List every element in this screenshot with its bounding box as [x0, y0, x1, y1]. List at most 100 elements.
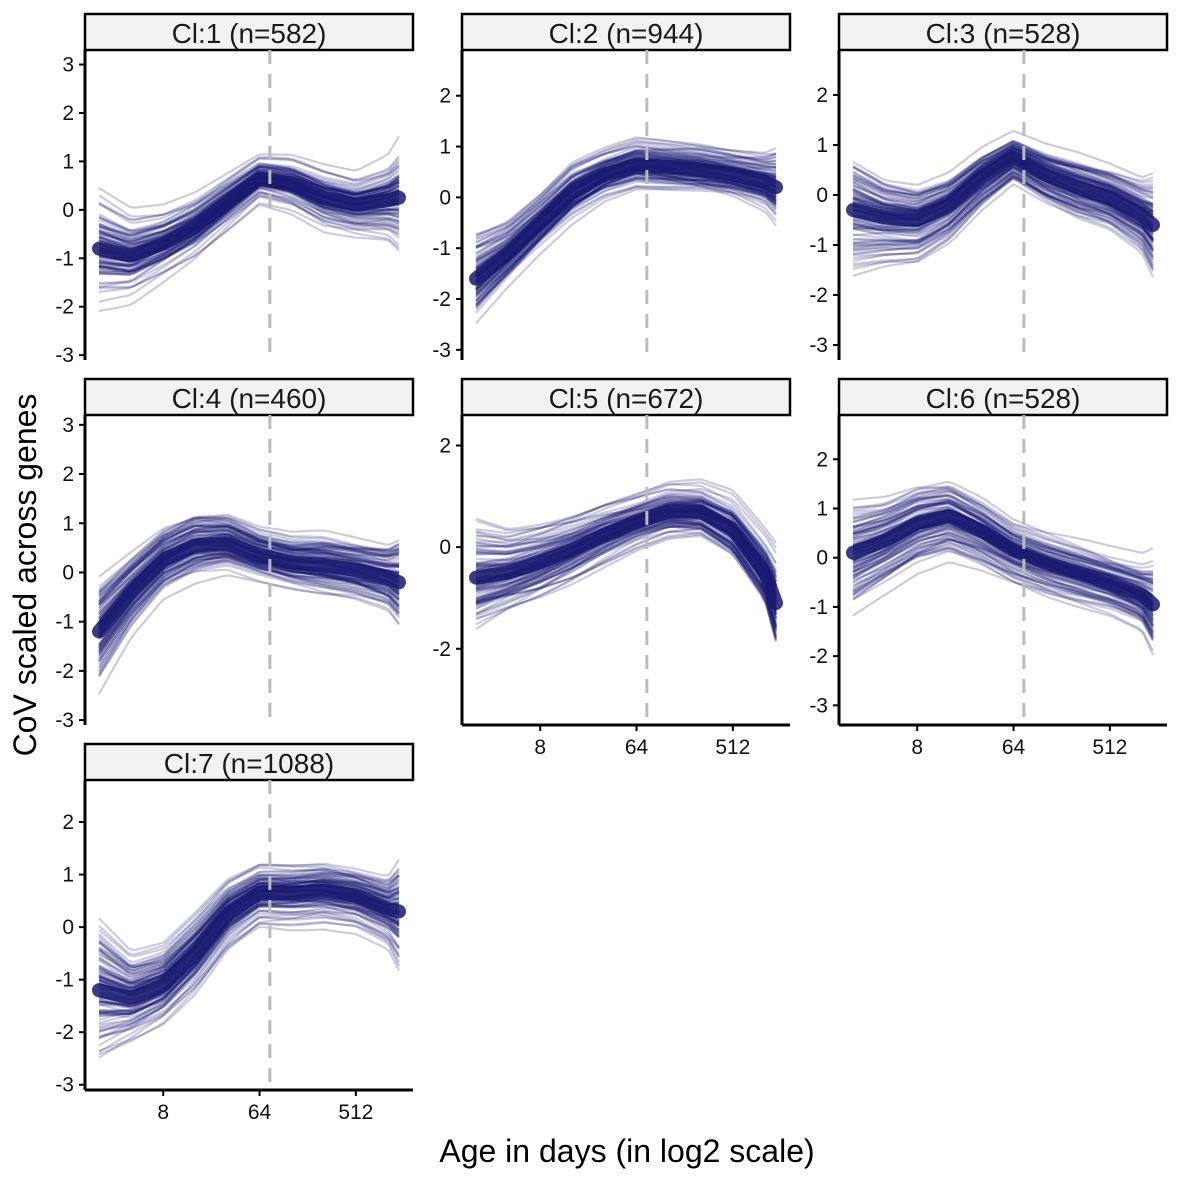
gene-trajectory [98, 529, 399, 619]
gene-trajectory [852, 148, 1154, 210]
facet-strip-label: Cl:2 (n=944) [549, 18, 704, 49]
gene-trajectory [98, 516, 400, 593]
gene-trajectory [475, 524, 778, 632]
gene-trajectory [476, 491, 778, 578]
gene-trajectory [475, 524, 778, 627]
gene-trajectory [475, 171, 777, 311]
x-tick-label: 8 [911, 736, 923, 759]
gene-trajectory [852, 141, 1154, 192]
gene-trajectory [98, 165, 400, 240]
gene-trajectory [475, 173, 777, 308]
gene-trajectory [98, 902, 400, 1026]
gene-trajectory [852, 164, 1154, 242]
y-tick-label: -3 [55, 1074, 74, 1097]
gene-trajectory [98, 194, 400, 303]
facet-panel: Cl:2 (n=944) -3 -2 -1 0 1 2 [432, 12, 792, 362]
gene-trajectory [852, 177, 1154, 261]
gene-trajectory [475, 171, 777, 302]
gene-trajectory [98, 897, 400, 1017]
gene-trajectory [98, 522, 400, 600]
gene-trajectory [852, 538, 1154, 631]
gene-trajectory [475, 522, 778, 632]
gene-trajectory [475, 172, 777, 303]
facet-panel: Cl:6 (n=528) -3 -2 -1 0 1 2 8 64 512 [809, 377, 1169, 759]
gene-trajectory [475, 524, 778, 619]
gene-trajectory [852, 534, 1154, 633]
gene-trajectory [852, 129, 1154, 186]
gene-trajectory [475, 146, 777, 249]
gene-trajectory [475, 499, 777, 571]
gene-trajectory [98, 191, 400, 284]
gene-trajectory [98, 524, 400, 601]
gene-trajectory [476, 483, 777, 564]
gene-trajectory [98, 156, 400, 221]
gene-trajectory [852, 550, 1154, 626]
gene-trajectory [475, 518, 778, 614]
cluster-mean-line [469, 504, 783, 610]
gene-trajectory [99, 202, 400, 289]
gene-trajectory [98, 867, 400, 969]
gene-trajectory [98, 554, 400, 660]
gene-trajectory [98, 519, 400, 593]
y-tick-label: 0 [816, 547, 828, 570]
gene-trajectory [98, 903, 400, 1024]
y-tick-label: -2 [809, 645, 828, 668]
gene-trajectory [852, 146, 1154, 197]
cluster-mean-line [92, 536, 406, 639]
y-tick-label: 0 [62, 561, 74, 584]
gene-trajectory [852, 545, 1154, 636]
x-tick-label: 64 [1002, 736, 1026, 759]
gene-trajectory [852, 146, 1153, 203]
gene-trajectory [98, 871, 400, 982]
gene-trajectory [852, 146, 1154, 213]
gene-trajectory [852, 174, 1154, 270]
gene-trajectory [852, 183, 1154, 268]
gene-trajectory [852, 177, 1154, 247]
facet-strip [837, 12, 1169, 52]
gene-trajectory [98, 524, 400, 606]
gene-trajectory [98, 910, 400, 1052]
y-tick-label: 0 [816, 184, 828, 207]
gene-trajectory [475, 525, 778, 641]
gene-trajectory [98, 166, 400, 237]
gene-trajectory [98, 155, 400, 232]
gene-trajectory [98, 868, 400, 967]
gene-trajectory [852, 165, 1154, 248]
y-tick-label: -1 [55, 969, 74, 992]
gene-trajectory [98, 900, 400, 1006]
gene-trajectory [475, 497, 778, 582]
gene-trajectory [852, 501, 1154, 580]
gene-trajectory [852, 526, 1154, 634]
gene-trajectory [852, 170, 1154, 251]
gene-trajectory [98, 875, 400, 974]
gene-trajectory [852, 147, 1154, 212]
gene-trajectory [852, 142, 1154, 206]
gene-trajectory [475, 521, 778, 636]
gene-trajectory [98, 564, 400, 674]
gene-trajectory [852, 499, 1154, 577]
y-tick-label: 2 [439, 85, 451, 108]
gene-lines [852, 480, 1155, 656]
gene-trajectory [98, 897, 400, 1016]
y-tick-label: -3 [809, 334, 828, 357]
y-tick-label: 0 [62, 916, 74, 939]
gene-trajectory [852, 173, 1154, 249]
gene-trajectory [475, 149, 777, 249]
gene-trajectory [852, 145, 1154, 200]
y-tick-label: 0 [439, 186, 451, 209]
gene-trajectory [475, 498, 778, 586]
gene-trajectory [98, 513, 400, 596]
gene-trajectory [852, 502, 1154, 588]
gene-trajectory [852, 490, 1154, 576]
gene-trajectory [475, 184, 777, 302]
y-tick-label: -1 [55, 611, 74, 634]
gene-trajectory [852, 144, 1154, 210]
gene-trajectory [98, 879, 400, 991]
gene-trajectory [475, 495, 777, 583]
gene-trajectory [852, 140, 1154, 194]
gene-trajectory [98, 515, 400, 603]
gene-trajectory [98, 162, 400, 236]
gene-trajectory [98, 516, 400, 595]
gene-trajectory [475, 500, 777, 574]
gene-trajectory [98, 553, 400, 669]
